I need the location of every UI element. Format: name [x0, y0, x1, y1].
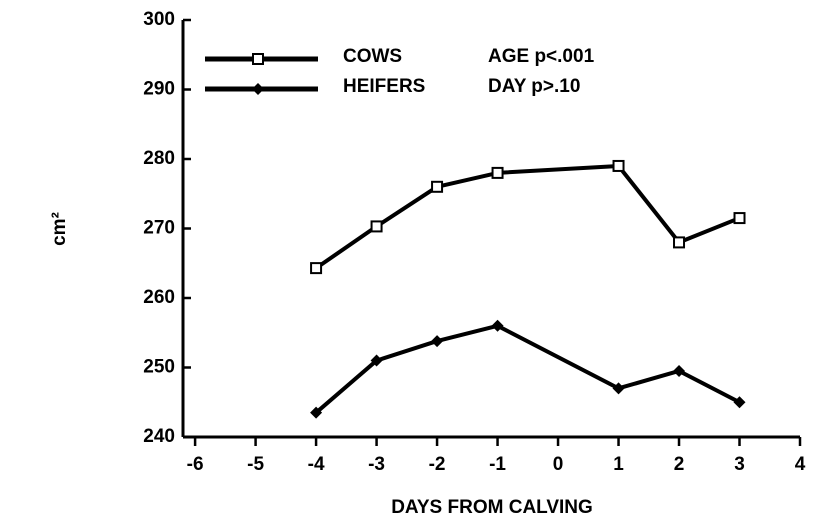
x-tick-label: 0	[553, 454, 564, 475]
y-tick-label: 290	[143, 79, 175, 100]
y-axis-label: cm²	[49, 212, 70, 246]
legend-marker	[252, 53, 264, 65]
x-tick-label: 4	[795, 454, 806, 475]
legend-label: COWS	[343, 46, 402, 67]
marker	[612, 159, 625, 172]
x-tick-label: -1	[489, 454, 506, 475]
x-tick-label: -3	[368, 454, 385, 475]
x-tick-label: -6	[187, 454, 204, 475]
y-tick-label: 270	[143, 218, 175, 239]
marker	[370, 354, 383, 367]
x-tick-label: 1	[613, 454, 624, 475]
x-tick-label: 2	[674, 454, 685, 475]
y-tick-label: 300	[143, 9, 175, 30]
y-tick-label: 250	[143, 357, 175, 378]
marker	[310, 406, 323, 419]
marker	[431, 180, 444, 193]
marker	[673, 364, 686, 377]
x-axis-label: DAYS FROM CALVING	[391, 497, 593, 518]
marker	[310, 262, 323, 275]
x-tick-label: -2	[429, 454, 446, 475]
marker	[733, 396, 746, 409]
y-tick-label: 240	[143, 426, 175, 447]
marker	[491, 166, 504, 179]
y-tick-label: 280	[143, 148, 175, 169]
x-tick-label: -4	[308, 454, 325, 475]
annotation: AGE p<.001	[488, 46, 595, 67]
marker	[370, 220, 383, 233]
x-tick-label: -5	[247, 454, 264, 475]
marker	[673, 236, 686, 249]
marker	[733, 212, 746, 225]
y-tick-label: 260	[143, 287, 175, 308]
series-line	[314, 163, 741, 270]
marker	[431, 335, 444, 348]
marker	[491, 319, 504, 332]
marker	[612, 382, 625, 395]
legend-marker	[252, 83, 264, 95]
x-tick-label: 3	[734, 454, 745, 475]
annotation: DAY p>.10	[488, 76, 580, 97]
legend-label: HEIFERS	[343, 76, 425, 97]
